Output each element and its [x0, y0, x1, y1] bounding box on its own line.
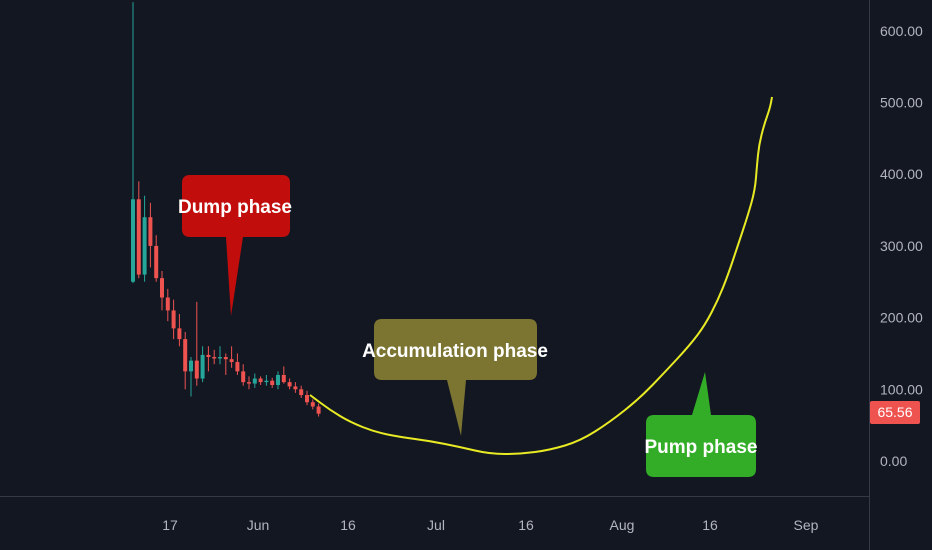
candle	[287, 378, 292, 390]
candle	[194, 301, 199, 386]
candle-body	[247, 382, 251, 384]
pump-phase-callout: Pump phase	[645, 372, 758, 477]
candle	[305, 390, 309, 406]
candle	[171, 299, 176, 340]
candle-body	[276, 374, 280, 385]
candle	[154, 235, 159, 282]
candle-body	[223, 357, 228, 360]
candle	[270, 377, 275, 388]
time-tick-label: 16	[340, 517, 356, 533]
price-tick-label: 500.00	[880, 95, 923, 111]
dump-phase-bubble	[182, 175, 290, 316]
time-tick-label: Jul	[427, 517, 445, 533]
candle-body	[287, 382, 292, 387]
candle-body	[183, 339, 188, 372]
candle	[235, 353, 240, 375]
candlestick-series	[131, 2, 321, 417]
price-tick-label: 100.00	[880, 381, 923, 397]
candle	[212, 349, 217, 365]
candle-body	[165, 297, 170, 311]
candle-body	[206, 354, 211, 358]
time-tick-label: 16	[702, 517, 718, 533]
candle	[223, 353, 228, 375]
candle	[189, 357, 193, 397]
candle-body	[241, 371, 246, 383]
candle	[148, 202, 153, 268]
pump-phase-label: Pump phase	[645, 437, 758, 458]
last-price-label: 65.56	[877, 404, 912, 420]
candle-body	[160, 278, 164, 298]
candle-body	[131, 199, 135, 282]
price-tick-label: 400.00	[880, 166, 923, 182]
candle	[183, 331, 188, 390]
candle	[136, 181, 141, 279]
candle-body	[264, 380, 269, 383]
last-price-marker: 65.56	[870, 401, 920, 424]
candle-body	[229, 359, 234, 363]
accumulation-phase-callout: Accumulation phase	[362, 319, 548, 436]
candle-body	[177, 328, 182, 340]
candle-body	[270, 380, 275, 385]
candle	[241, 364, 246, 386]
candle	[131, 2, 135, 284]
price-tick-label: 300.00	[880, 238, 923, 254]
candle-body	[258, 378, 263, 383]
candle	[258, 376, 263, 385]
last-price-box	[870, 401, 920, 424]
candle-body	[194, 360, 199, 379]
projection-curve	[309, 96, 773, 456]
price-tick-label: 0.00	[880, 453, 907, 469]
candle-body	[252, 378, 257, 384]
candle-body	[293, 386, 298, 390]
accumulation-phase-label: Accumulation phase	[362, 341, 548, 362]
candle-body	[305, 395, 309, 403]
candle-body	[316, 406, 321, 414]
candle	[229, 346, 234, 368]
candle	[206, 346, 211, 372]
time-tick-label: Sep	[794, 517, 819, 533]
dump-phase-callout: Dump phase	[178, 175, 292, 316]
candle-body	[148, 217, 153, 246]
dump-phase-label: Dump phase	[178, 197, 292, 218]
time-tick-label: Aug	[610, 517, 635, 533]
candle-body	[171, 310, 176, 329]
candle	[310, 399, 315, 410]
price-tick-label: 600.00	[880, 23, 923, 39]
candle	[160, 270, 164, 311]
candle	[218, 346, 222, 365]
candle	[177, 314, 182, 347]
candle	[264, 374, 269, 386]
candle-body	[154, 245, 159, 279]
candle	[247, 376, 251, 390]
candle	[276, 371, 280, 390]
candle	[200, 346, 205, 383]
candle-body	[200, 354, 205, 379]
time-axis[interactable]: 17 Jun 16 Jul 16 Aug 16 Sep	[162, 517, 818, 533]
candle-body	[310, 402, 315, 407]
time-tick-label: Jun	[247, 517, 270, 533]
candle-body	[218, 357, 222, 359]
candle	[293, 382, 298, 393]
accumulation-phase-bubble	[374, 319, 537, 436]
candle	[252, 373, 257, 388]
candle	[316, 403, 321, 417]
candle-body	[281, 374, 286, 383]
candle-body	[136, 199, 141, 275]
candle-body	[189, 360, 193, 372]
time-tick-label: 16	[518, 517, 534, 533]
candle-body	[142, 217, 147, 275]
price-axis[interactable]: 0.00 100.00 200.00 300.00 400.00 500.00 600.00	[880, 23, 923, 469]
candle	[165, 288, 170, 322]
pump-phase-bubble	[646, 372, 756, 477]
price-tick-label: 200.00	[880, 310, 923, 326]
candle	[299, 385, 304, 398]
candle-body	[299, 389, 304, 396]
time-tick-label: 17	[162, 517, 178, 533]
candle	[281, 366, 286, 384]
candle-body	[212, 357, 217, 359]
candle-body	[235, 362, 240, 372]
candle	[142, 195, 147, 282]
